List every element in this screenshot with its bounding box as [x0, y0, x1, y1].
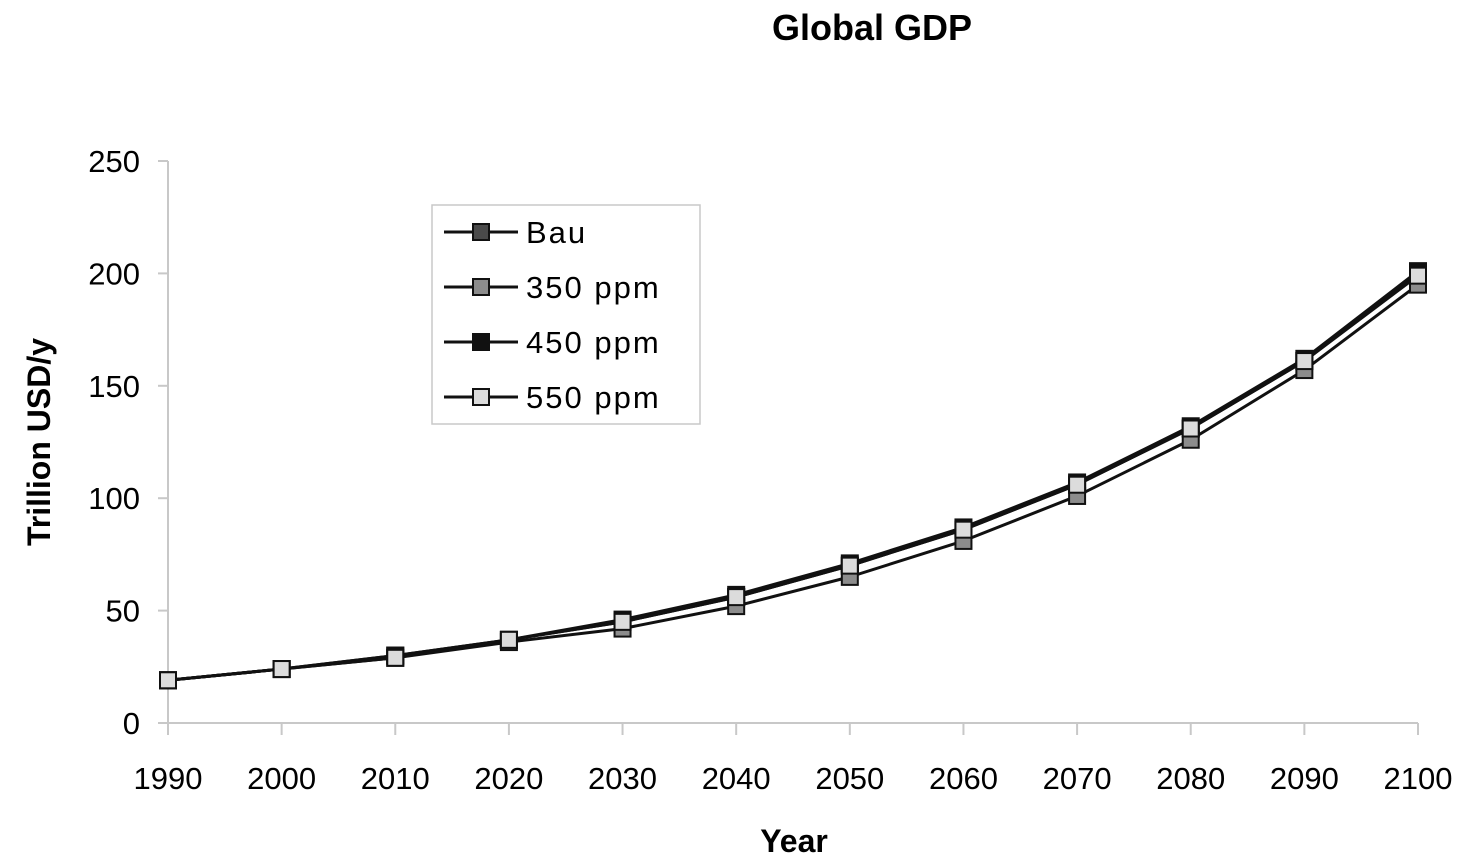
- series-line: [167, 272, 1419, 682]
- series-line: [167, 283, 1419, 682]
- data-point-marker: [272, 660, 291, 679]
- series-group: [159, 275, 1427, 690]
- x-tick-label: 2010: [361, 761, 430, 796]
- series-group: [159, 264, 1427, 690]
- x-axis-title: Year: [760, 823, 828, 855]
- legend-box: [431, 204, 701, 425]
- data-point-marker: [159, 671, 177, 690]
- series-group: [159, 262, 1427, 690]
- data-point-marker: [499, 630, 518, 649]
- data-point-marker: [840, 556, 859, 575]
- legend: Bau 350 ppm 450 ppm 550 ppm: [431, 204, 701, 425]
- legend-item: Bau: [444, 215, 587, 250]
- data-point-marker: [727, 588, 746, 607]
- y-tick-label: 250: [88, 144, 140, 179]
- legend-label: 350 ppm: [526, 270, 661, 305]
- axes: 0 50 100 150 200 250 1990 2000 2010 2020 2030 2040 2…: [88, 144, 1452, 796]
- legend-item: 350 ppm: [444, 270, 661, 305]
- legend-marker: [472, 333, 490, 351]
- x-tick-label: 2090: [1270, 761, 1339, 796]
- data-point-marker: [1068, 475, 1087, 494]
- y-tick-label: 200: [88, 256, 140, 291]
- x-tick-label: 2030: [588, 761, 657, 796]
- legend-label: 450 ppm: [526, 325, 661, 360]
- x-tick-label: 2080: [1156, 761, 1225, 796]
- y-tick-label: 150: [88, 369, 140, 404]
- legend-label: 550 ppm: [526, 380, 661, 415]
- legend-marker: [472, 388, 490, 406]
- series-lines: [159, 262, 1427, 690]
- legend-label: Bau: [526, 215, 587, 250]
- x-tick-label: 2070: [1043, 761, 1112, 796]
- y-tick-label: 50: [106, 594, 140, 629]
- x-tick-label: 2050: [815, 761, 884, 796]
- x-tick-label: 2020: [474, 761, 543, 796]
- data-point-marker: [1409, 266, 1427, 285]
- legend-marker: [472, 278, 490, 296]
- data-point-marker: [954, 520, 973, 539]
- legend-item: 550 ppm: [444, 380, 661, 415]
- y-axis-title: Trillion USD/y: [21, 338, 57, 546]
- data-point-marker: [1295, 352, 1314, 371]
- y-tick-label: 0: [123, 706, 140, 741]
- data-point-marker: [613, 612, 632, 631]
- y-tick-label: 100: [88, 481, 140, 516]
- x-tick-label: 2040: [702, 761, 771, 796]
- x-tick-label: 1990: [134, 761, 203, 796]
- legend-item: 450 ppm: [444, 325, 661, 360]
- data-point-marker: [1181, 419, 1200, 438]
- x-tick-label: 2100: [1384, 761, 1453, 796]
- x-tick-label: 2000: [247, 761, 316, 796]
- series-line: [167, 269, 1419, 682]
- chart-title: Global GDP: [772, 7, 972, 48]
- x-tick-label: 2060: [929, 761, 998, 796]
- series-group: [159, 266, 1427, 690]
- data-point-marker: [386, 648, 405, 667]
- legend-marker: [472, 223, 490, 241]
- series-line: [167, 274, 1419, 682]
